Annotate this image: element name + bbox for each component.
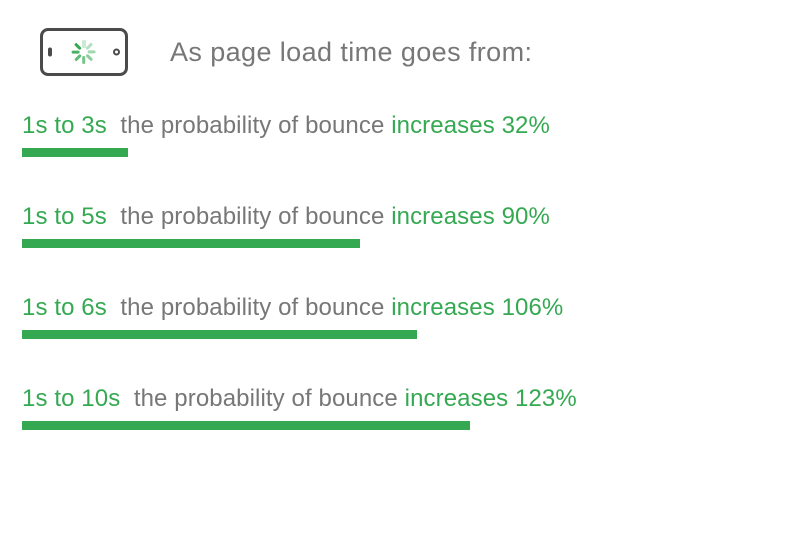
stat-row: 1s to 5s the probability of bounce incre… <box>22 203 782 248</box>
bar <box>22 239 360 248</box>
stat-line: 1s to 3s the probability of bounce incre… <box>22 112 782 140</box>
bar-track <box>22 148 782 157</box>
stat-middle: the probability of bounce <box>120 112 384 139</box>
stat-tail: increases 32% <box>391 112 550 139</box>
infographic-stage: As page load time goes from: 1s to 3s th… <box>0 0 800 558</box>
header-title: As page load time goes from: <box>170 37 532 68</box>
spinner-icon <box>72 40 96 64</box>
stat-range: 1s to 5s <box>22 203 107 230</box>
stat-middle: the probability of bounce <box>120 294 384 321</box>
bar-track <box>22 421 782 430</box>
bar-track <box>22 330 782 339</box>
stat-tail: increases 90% <box>391 203 550 230</box>
stat-range: 1s to 6s <box>22 294 107 321</box>
stat-line: 1s to 5s the probability of bounce incre… <box>22 203 782 231</box>
phone-loading-icon <box>40 28 128 76</box>
stat-row: 1s to 6s the probability of bounce incre… <box>22 294 782 339</box>
stat-line: 1s to 6s the probability of bounce incre… <box>22 294 782 322</box>
bar <box>22 330 417 339</box>
stat-middle: the probability of bounce <box>120 203 384 230</box>
stat-row: 1s to 3s the probability of bounce incre… <box>22 112 782 157</box>
stat-row: 1s to 10s the probability of bounce incr… <box>22 385 782 430</box>
bar <box>22 148 128 157</box>
bar-track <box>22 239 782 248</box>
rows-container: 1s to 3s the probability of bounce incre… <box>18 112 782 430</box>
stat-line: 1s to 10s the probability of bounce incr… <box>22 385 782 413</box>
bar <box>22 421 470 430</box>
stat-middle: the probability of bounce <box>134 385 398 412</box>
header: As page load time goes from: <box>40 28 782 76</box>
stat-range: 1s to 3s <box>22 112 107 139</box>
stat-range: 1s to 10s <box>22 385 120 412</box>
stat-tail: increases 123% <box>405 385 577 412</box>
stat-tail: increases 106% <box>391 294 563 321</box>
